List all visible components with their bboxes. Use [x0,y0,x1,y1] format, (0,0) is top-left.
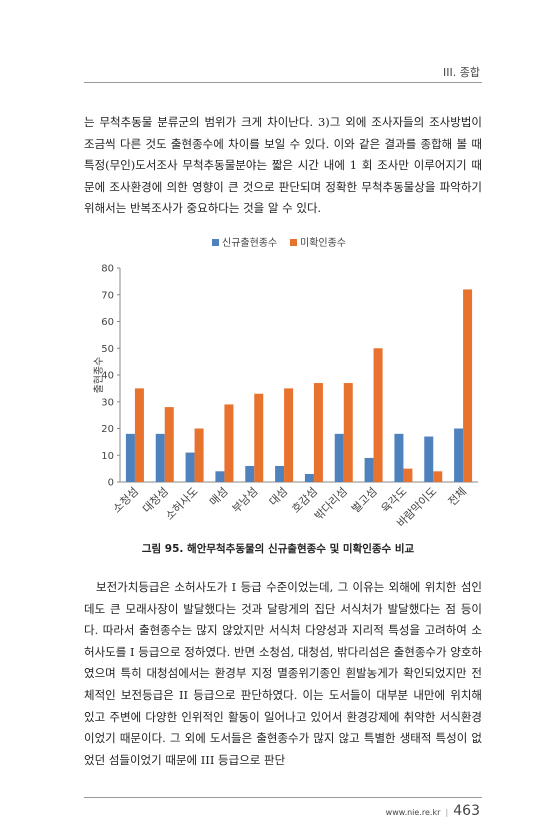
bar [313,383,323,482]
y-tick-label: 50 [101,344,114,355]
section-header: III. 종합 [443,66,480,79]
y-tick-label: 40 [101,371,114,382]
y-tick-label: 30 [101,397,114,408]
x-tick-label: 소허사도 [163,485,201,523]
bar [215,471,225,482]
y-tick-label: 0 [108,478,114,489]
bar [164,407,174,482]
footer: www.nie.re.kr | 463 [386,800,480,819]
bar [424,436,434,482]
y-tick-label: 80 [101,264,114,275]
bar [334,433,344,482]
bar [185,452,195,482]
footer-url: www.nie.re.kr [385,808,441,817]
x-tick-label: 부남섬 [230,485,261,516]
x-tick-label: 매섬 [207,485,231,509]
y-axis-title: 출현종수 [93,357,105,394]
paragraph: 보전가치등급은 소허사도가 I 등급 수준이었는데, 그 이유는 외해에 위치한… [84,580,482,767]
y-tick-label: 20 [101,424,114,435]
bar [245,465,255,482]
footer-separator: | [445,808,449,817]
bar [275,465,285,482]
x-tick-label: 소청섬 [110,485,141,516]
legend-swatch [212,239,219,246]
y-tick-label: 10 [101,451,114,462]
bar [403,468,413,482]
legend-label: 신규출현종수 [222,237,277,249]
bar [373,348,383,482]
x-tick-label: 벌고섬 [349,485,380,516]
bar [224,404,234,482]
legend-swatch [290,239,297,246]
bar [454,428,464,482]
figure-caption: 그림 95. 해안무척추동물의 신규출현종수 및 미확인종수 비교 [142,542,415,555]
x-tick-label: 밖다리섬 [312,485,350,523]
chart: 출현종수 그림 95. 해안무척추동물의 신규출현종수 및 미확인종수 비교 0… [93,237,478,555]
y-tick-label: 60 [101,317,114,328]
footer-rule [84,797,482,798]
bar [125,433,135,482]
y-tick-label: 70 [101,290,114,301]
bar [364,457,374,482]
header-rule [84,82,482,83]
x-tick-label: 대섬 [267,485,291,509]
bar [155,433,165,482]
bar [134,388,144,482]
legend-label: 미확인종수 [300,237,346,249]
paragraph: 는 무척추동물 분류군의 범위가 크게 차이난다. 3)그 외에 조사자들의 조… [84,115,482,216]
bar [194,428,204,482]
bar [394,433,404,482]
page-number: 463 [453,803,480,819]
bar [304,473,314,482]
bar [254,393,264,482]
bar [284,388,294,482]
x-tick-label: 전체 [446,485,470,509]
bar [433,471,443,482]
bar [463,289,473,482]
bar [343,383,353,482]
